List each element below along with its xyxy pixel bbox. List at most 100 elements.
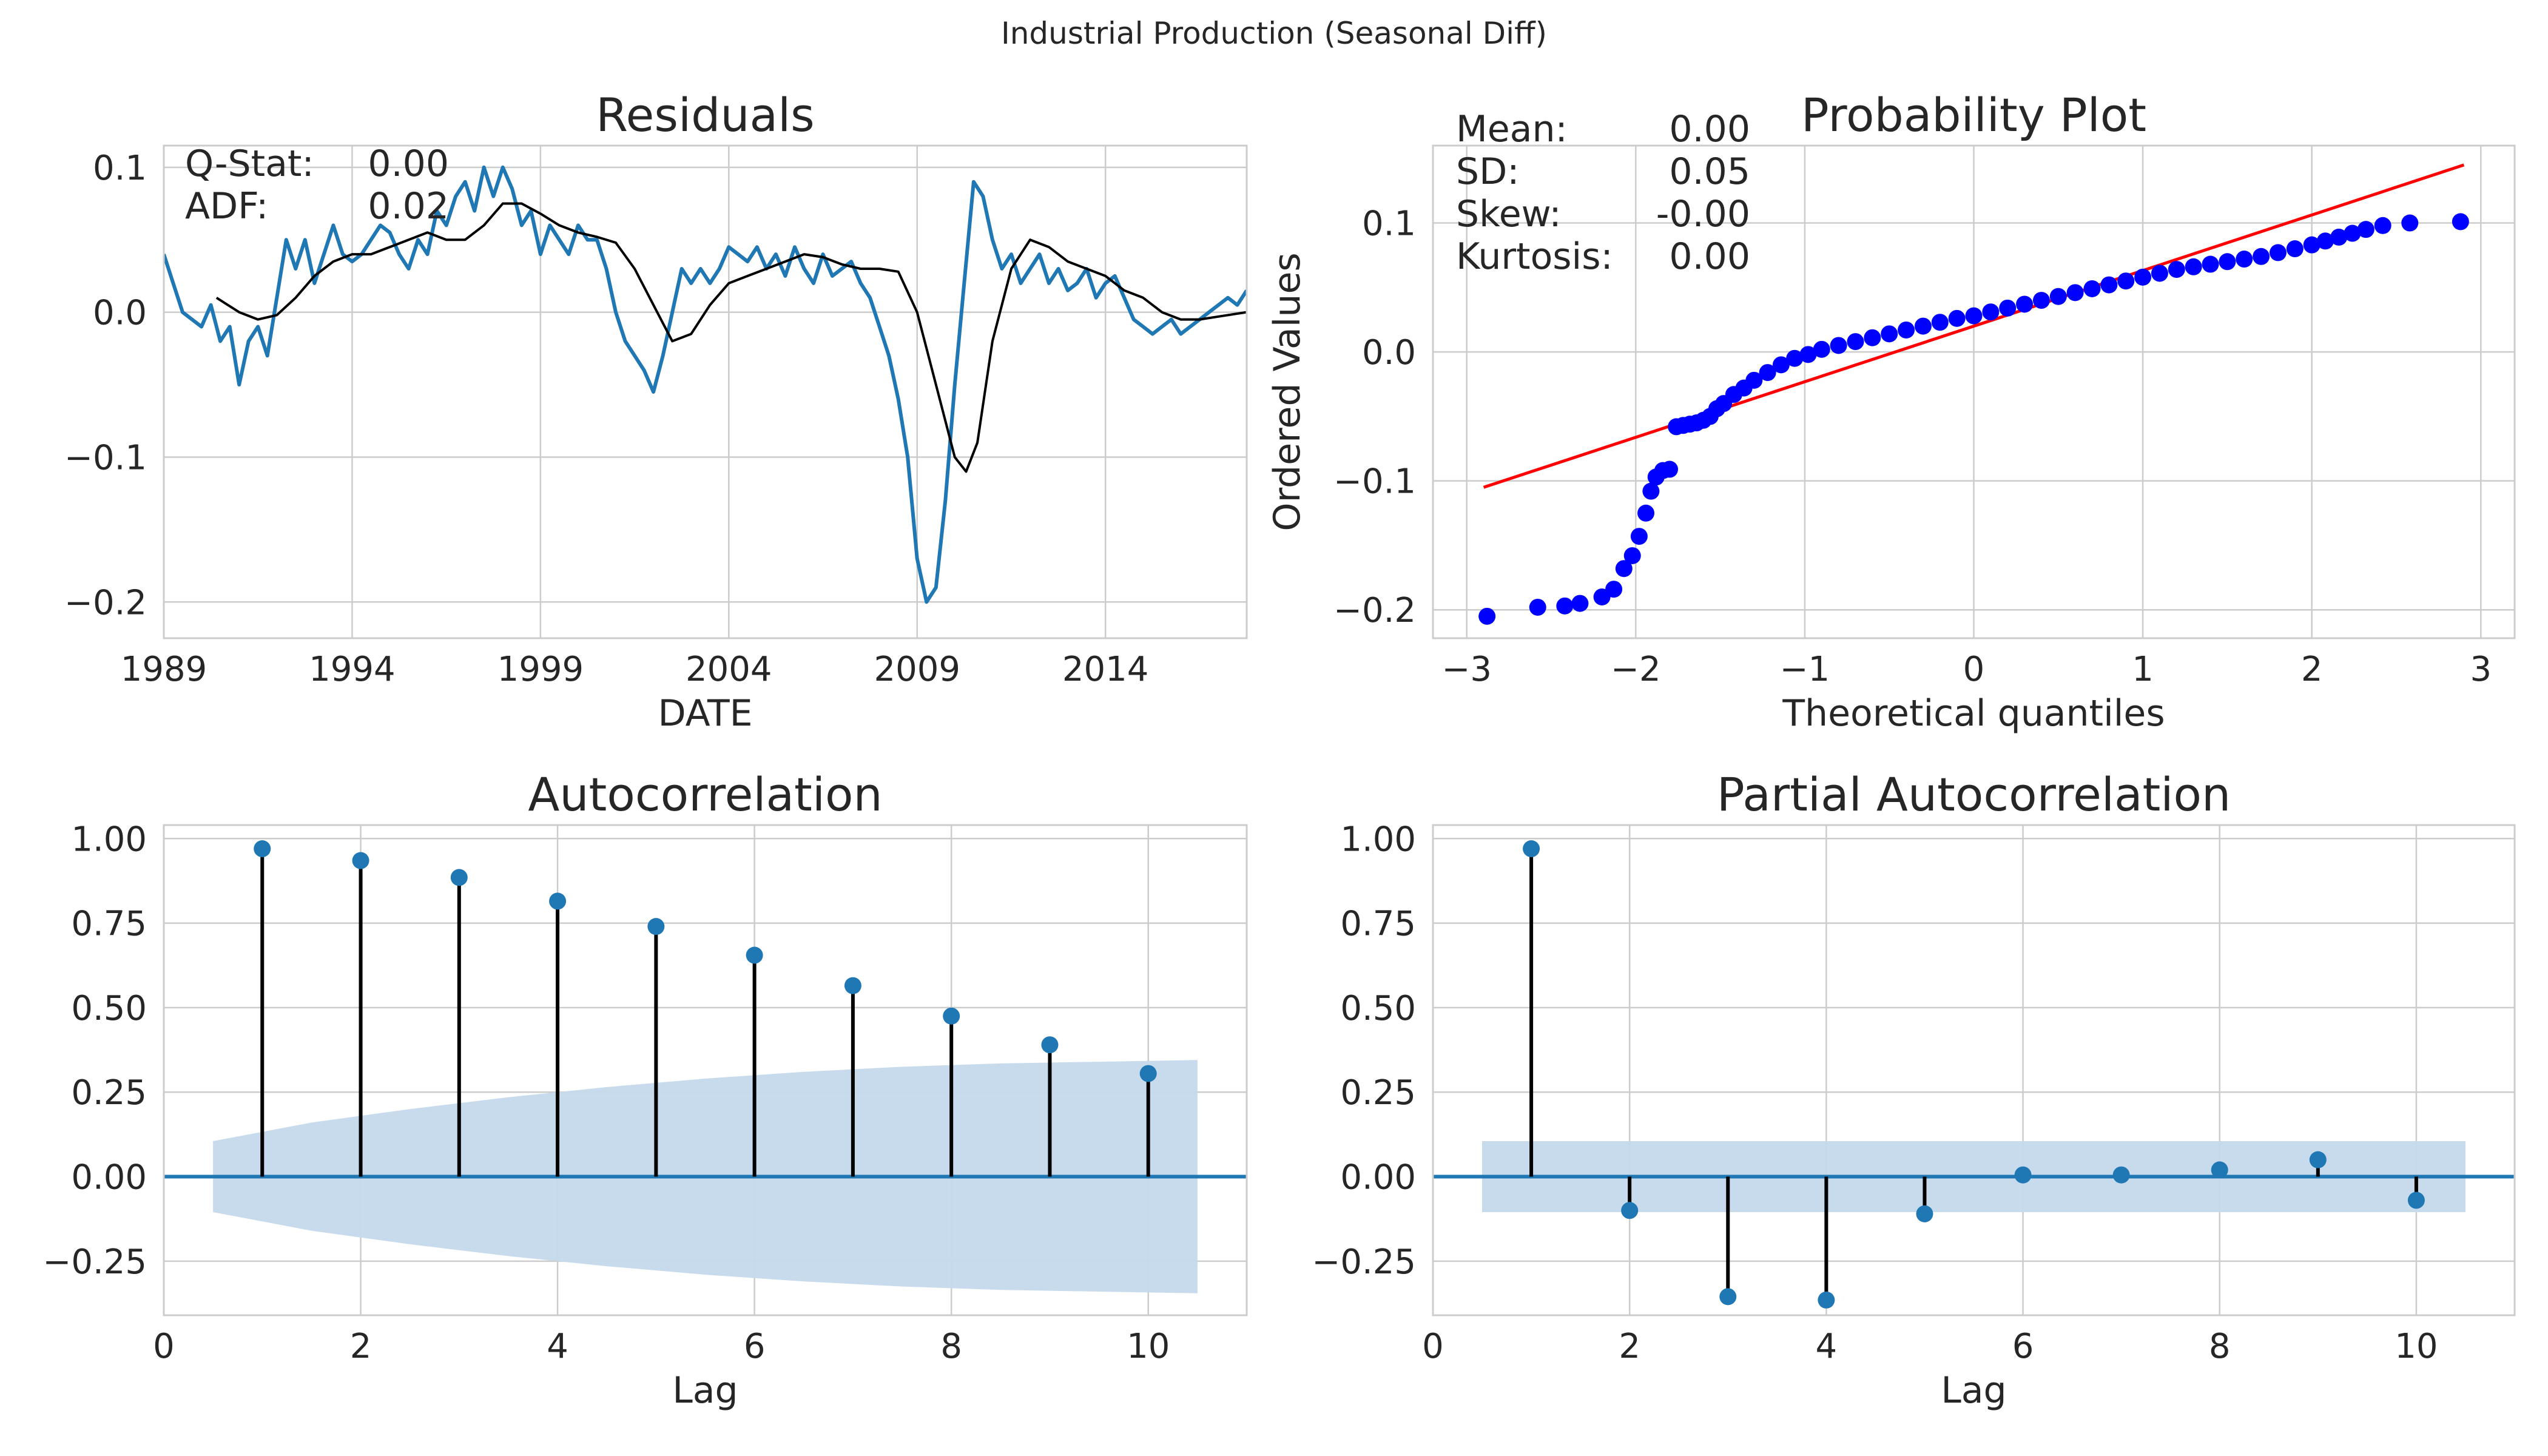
- plot-area: [1478, 163, 2469, 625]
- probability-point: [1931, 314, 1949, 331]
- x-tick-label: 2009: [874, 650, 960, 689]
- probability-point: [2344, 224, 2361, 242]
- probability-point: [1605, 581, 1623, 598]
- stat-label: Kurtosis:: [1456, 235, 1613, 278]
- x-tick-label: 4: [1816, 1327, 1838, 1366]
- y-tick-label: −0.1: [1333, 462, 1416, 502]
- probability-point: [2083, 280, 2101, 297]
- stem-marker: [1041, 1036, 1059, 1054]
- panel-title: Autocorrelation: [528, 767, 882, 821]
- axes-frame: [1432, 144, 2516, 639]
- fit-line: [1483, 163, 2465, 489]
- axes-frame: [163, 144, 1248, 639]
- x-tick-label: −2: [1611, 650, 1661, 689]
- stat-label: ADF:: [185, 185, 268, 228]
- x-tick-label: −1: [1780, 650, 1830, 689]
- probability-point: [1478, 607, 1496, 625]
- panel-title: Residuals: [596, 88, 815, 142]
- stem-marker: [549, 892, 567, 910]
- stem-marker: [450, 869, 468, 886]
- stem-marker: [2407, 1191, 2425, 1209]
- x-tick-label: 0: [1963, 650, 1985, 689]
- y-tick-label: −0.1: [64, 438, 147, 477]
- y-tick-label: 0.25: [1340, 1073, 1416, 1113]
- probability-point: [2269, 244, 2287, 261]
- y-tick-label: 0.0: [1362, 333, 1416, 372]
- probability-point: [1571, 595, 1589, 612]
- panel-title: Probability Plot: [1801, 88, 2146, 142]
- x-tick-label: 1989: [121, 650, 207, 689]
- probability-point: [1745, 371, 1763, 389]
- probability-point: [2374, 217, 2391, 234]
- y-tick-label: −0.2: [1333, 591, 1416, 630]
- stem-marker: [1719, 1288, 1737, 1306]
- residuals-panel: 1989 1994 1999 2004 2009 2014 −0.2 −0.1 0.0 0.1 Re…: [64, 88, 1248, 735]
- x-tick-label: 2004: [686, 650, 772, 689]
- stem-marker: [352, 852, 369, 869]
- stem-marker: [844, 977, 861, 994]
- x-axis-label: DATE: [658, 692, 752, 735]
- stat-value: -0.00: [1656, 193, 1750, 235]
- plot-area: [1433, 840, 2515, 1309]
- probability-point: [1637, 504, 1655, 522]
- probability-point: [1786, 349, 1804, 367]
- probability-point: [1982, 303, 2000, 321]
- y-axis-label: Ordered Values: [1266, 252, 1309, 531]
- probability-point: [2117, 272, 2135, 290]
- probability-point: [2185, 258, 2202, 275]
- probability-point: [1813, 340, 1830, 358]
- probability-point: [2134, 268, 2152, 286]
- probability-point: [2286, 240, 2304, 258]
- probability-point: [2236, 251, 2253, 268]
- y-tick-label: 0.50: [1340, 989, 1416, 1028]
- probability-point: [1556, 597, 1574, 615]
- x-tick-label: 6: [744, 1327, 766, 1366]
- stem-marker: [1523, 840, 1540, 858]
- probability-point: [2357, 221, 2374, 238]
- stat-value: 0.00: [1669, 108, 1750, 150]
- autocorrelation-panel: 0 2 4 6 8 10 −0.25 0.00 0.25 0.50 0.75 1.00 Autocorr…: [42, 767, 1248, 1412]
- stem-marker: [943, 1007, 960, 1025]
- probability-point: [1965, 307, 1983, 325]
- x-tick-label: 4: [547, 1327, 568, 1366]
- y-tick-label: −0.2: [64, 583, 147, 622]
- probability-point: [2016, 295, 2034, 313]
- probability-point: [1948, 309, 1966, 327]
- x-tick-label: 3: [2470, 650, 2492, 689]
- probability-point: [1623, 547, 1641, 564]
- stem-marker: [2309, 1151, 2327, 1168]
- probability-point: [2032, 292, 2050, 309]
- x-axis-label: Lag: [672, 1369, 738, 1412]
- partial-autocorrelation-panel: 0 2 4 6 8 10 −0.25 0.00 0.25 0.50 0.75 1.00 Partial …: [1312, 767, 2516, 1412]
- stem-marker: [647, 918, 665, 935]
- probability-point: [2168, 261, 2185, 278]
- stem-marker: [2211, 1161, 2228, 1179]
- y-tick-label: 1.00: [71, 820, 147, 859]
- probability-point: [2202, 255, 2219, 273]
- probability-plot-panel: −3 −2 −1 0 1 2 3 −0.2 −0.1 0.0 0.1 Probability Plot…: [1266, 88, 2516, 735]
- x-tick-label: 10: [2395, 1327, 2438, 1366]
- x-tick-label: 0: [1422, 1327, 1444, 1366]
- stat-label: Skew:: [1456, 193, 1562, 235]
- probability-point: [1830, 337, 1847, 354]
- stat-value: 0.05: [1669, 150, 1750, 193]
- stat-label: SD:: [1456, 150, 1520, 193]
- probability-point: [2330, 228, 2348, 246]
- probability-point: [1847, 333, 1864, 351]
- probability-point: [2049, 288, 2067, 305]
- y-tick-label: −0.25: [42, 1242, 147, 1282]
- probability-point: [2151, 265, 2168, 282]
- residuals-series-line: [164, 165, 1247, 604]
- panel-title: Partial Autocorrelation: [1717, 767, 2231, 821]
- y-tick-label: 0.50: [71, 989, 147, 1028]
- axes-frame: [1432, 824, 2516, 1316]
- x-tick-label: 2014: [1062, 650, 1149, 689]
- x-tick-label: 6: [2012, 1327, 2034, 1366]
- y-tick-label: 0.1: [93, 149, 147, 188]
- x-tick-label: 2: [350, 1327, 372, 1366]
- probability-point: [1799, 346, 1817, 363]
- probability-point: [1630, 528, 1648, 545]
- stem-marker: [2014, 1166, 2032, 1184]
- stat-value: 0.02: [368, 185, 449, 228]
